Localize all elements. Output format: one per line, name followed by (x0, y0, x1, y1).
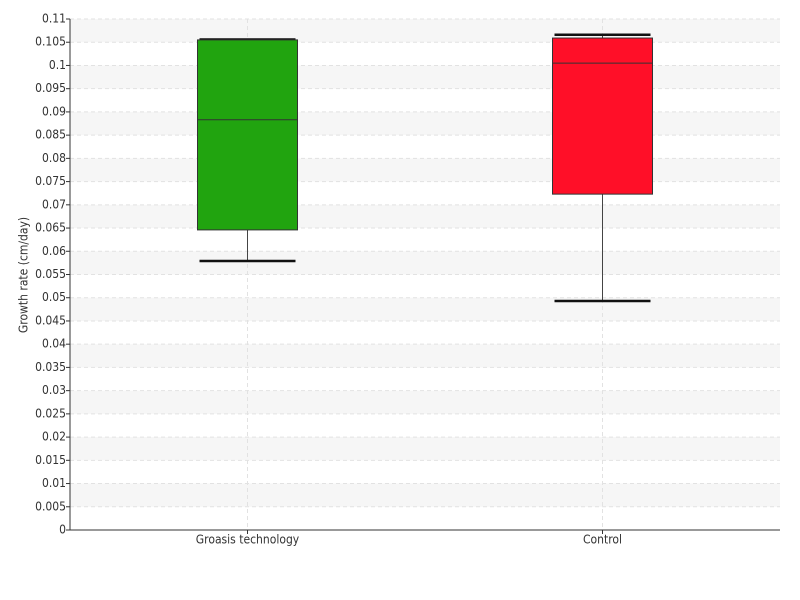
y-tick-label: 0.055 (35, 267, 66, 281)
y-tick-label: 0.105 (35, 35, 66, 49)
grid-band (70, 204, 780, 229)
x-tick-label: Groasis technology (196, 533, 300, 547)
grid-band (70, 297, 780, 321)
y-tick-label: 0.08 (42, 151, 66, 165)
y-tick-label: 0.01 (42, 476, 66, 490)
y-tick-label: 0.025 (35, 406, 66, 420)
y-tick-label: 0.035 (35, 360, 66, 374)
grid-band (70, 437, 780, 461)
x-tick-label: Control (583, 533, 622, 547)
grid-band (70, 251, 780, 275)
y-tick-label: 0.005 (35, 499, 66, 513)
grid-band (70, 158, 780, 182)
y-tick-label: 0.085 (35, 128, 66, 142)
box (552, 37, 653, 195)
y-tick-label: 0.03 (42, 383, 66, 397)
y-tick-label: 0.09 (42, 104, 66, 118)
grid-band (70, 65, 780, 89)
y-tick-label: 0.065 (35, 221, 66, 235)
grid-band (70, 483, 780, 507)
y-tick-label: 0.02 (42, 430, 66, 444)
y-tick-label: 0.075 (35, 174, 66, 188)
y-tick-label: 0 (59, 523, 66, 537)
y-tick-label: 0.05 (42, 290, 66, 304)
y-tick-label: 0.095 (35, 81, 66, 95)
y-tick-label: 0.07 (42, 197, 66, 211)
y-tick-label: 0.015 (35, 453, 66, 467)
y-tick-label: 0.06 (42, 244, 66, 258)
y-axis-label: Growth rate (cm/day) (17, 217, 31, 333)
grid-band (70, 344, 780, 368)
y-tick-label: 0.11 (42, 12, 66, 26)
grid-band (70, 111, 780, 136)
grid-band (70, 390, 780, 414)
y-tick-label: 0.045 (35, 313, 66, 327)
y-tick-label: 0.1 (49, 58, 66, 72)
grid-band (70, 19, 780, 43)
box (197, 39, 298, 231)
y-tick-label: 0.04 (42, 337, 66, 351)
